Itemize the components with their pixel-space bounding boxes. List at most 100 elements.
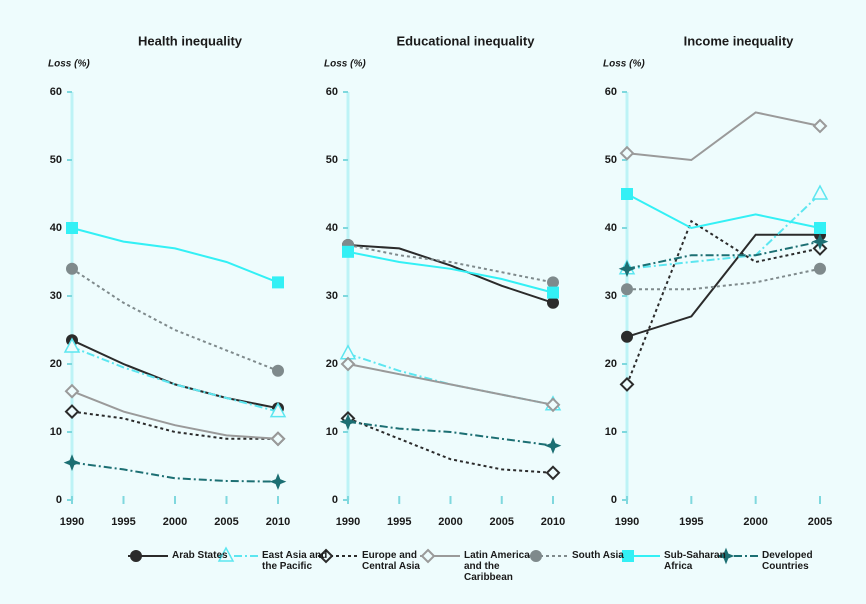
legend-label: South Asia xyxy=(572,550,624,561)
y-tick-label: 50 xyxy=(326,154,338,166)
marker xyxy=(64,383,80,399)
panel-title: Health inequality xyxy=(138,33,243,48)
y-axis-label: Loss (%) xyxy=(324,59,366,70)
series-line xyxy=(627,267,821,291)
series-line xyxy=(347,352,554,406)
marker xyxy=(63,337,81,353)
legend-marker xyxy=(130,550,142,562)
marker xyxy=(814,262,826,275)
series-line xyxy=(347,244,554,284)
marker xyxy=(339,413,357,431)
x-tick-label: 2010 xyxy=(541,516,565,528)
y-tick-label: 0 xyxy=(611,494,617,506)
series-line xyxy=(71,339,279,410)
marker xyxy=(811,184,829,200)
y-axis-label: Loss (%) xyxy=(603,59,645,70)
series-line xyxy=(626,193,821,230)
marker xyxy=(545,397,561,413)
y-tick-label: 10 xyxy=(605,426,617,438)
series-line xyxy=(71,227,279,284)
legend-label: Latin America and the Caribbean xyxy=(464,550,530,583)
marker xyxy=(621,283,633,296)
x-tick-label: 1990 xyxy=(615,516,639,528)
series-line xyxy=(71,346,279,413)
legend-label: Sub-Saharan Africa xyxy=(664,550,726,572)
x-tick-label: 1995 xyxy=(679,516,703,528)
panel-title: Educational inequality xyxy=(397,33,536,48)
marker xyxy=(621,330,633,343)
series-line xyxy=(626,219,821,385)
series-line xyxy=(347,244,554,304)
x-tick-label: 1995 xyxy=(387,516,411,528)
y-tick-label: 30 xyxy=(50,290,62,302)
y-tick-label: 60 xyxy=(326,86,338,98)
marker xyxy=(269,402,287,418)
legend-label: Arab States xyxy=(172,550,228,561)
x-tick-label: 1990 xyxy=(60,516,84,528)
legend-marker xyxy=(420,548,436,564)
marker xyxy=(545,465,561,481)
marker xyxy=(63,454,81,471)
marker xyxy=(64,404,80,420)
marker xyxy=(618,260,636,278)
marker xyxy=(342,245,354,258)
series-line xyxy=(71,267,279,372)
series-line xyxy=(347,250,554,294)
legend-marker xyxy=(530,550,542,562)
legend-label: East Asia and the Pacific xyxy=(262,550,328,572)
y-tick-label: 10 xyxy=(50,426,62,438)
marker xyxy=(619,145,635,161)
marker xyxy=(619,376,635,392)
legend-marker xyxy=(622,550,634,562)
x-tick-label: 2010 xyxy=(266,516,290,528)
marker xyxy=(272,276,284,289)
x-tick-label: 2000 xyxy=(743,516,767,528)
y-tick-label: 60 xyxy=(605,86,617,98)
y-axis-label: Loss (%) xyxy=(48,59,90,70)
y-tick-label: 0 xyxy=(56,494,62,506)
series-line xyxy=(347,417,554,474)
series-line xyxy=(71,390,279,440)
series-line xyxy=(626,240,821,270)
legend-marker xyxy=(717,547,735,565)
marker xyxy=(811,233,829,250)
series-line xyxy=(347,420,554,447)
series-line xyxy=(626,233,820,338)
legend-marker xyxy=(318,548,334,564)
marker xyxy=(621,188,633,200)
series-line xyxy=(626,111,821,162)
series-line xyxy=(71,461,279,483)
y-tick-label: 50 xyxy=(50,154,62,166)
x-tick-label: 1995 xyxy=(111,516,135,528)
x-tick-label: 2000 xyxy=(438,516,462,528)
y-tick-label: 50 xyxy=(605,154,617,166)
panel-title: Income inequality xyxy=(684,33,795,48)
legend-label: Europe and Central Asia xyxy=(362,550,420,572)
marker xyxy=(547,296,559,309)
y-tick-label: 60 xyxy=(50,86,62,98)
x-tick-label: 2005 xyxy=(808,516,832,528)
marker xyxy=(270,431,286,447)
marker xyxy=(66,222,78,234)
y-tick-label: 20 xyxy=(326,358,338,370)
marker xyxy=(812,118,828,134)
series-line xyxy=(626,193,821,270)
series-line xyxy=(347,363,554,406)
marker xyxy=(547,276,559,289)
marker xyxy=(814,222,826,234)
y-tick-label: 40 xyxy=(605,222,617,234)
marker xyxy=(340,356,356,372)
x-tick-label: 2000 xyxy=(163,516,187,528)
y-tick-label: 40 xyxy=(50,222,62,234)
x-tick-label: 2005 xyxy=(214,516,238,528)
series-line xyxy=(71,410,278,440)
x-tick-label: 2005 xyxy=(490,516,514,528)
x-tick-label: 1990 xyxy=(336,516,360,528)
marker xyxy=(544,437,562,454)
y-tick-label: 0 xyxy=(332,494,338,506)
y-tick-label: 20 xyxy=(50,358,62,370)
marker xyxy=(66,262,78,275)
y-tick-label: 10 xyxy=(326,426,338,438)
